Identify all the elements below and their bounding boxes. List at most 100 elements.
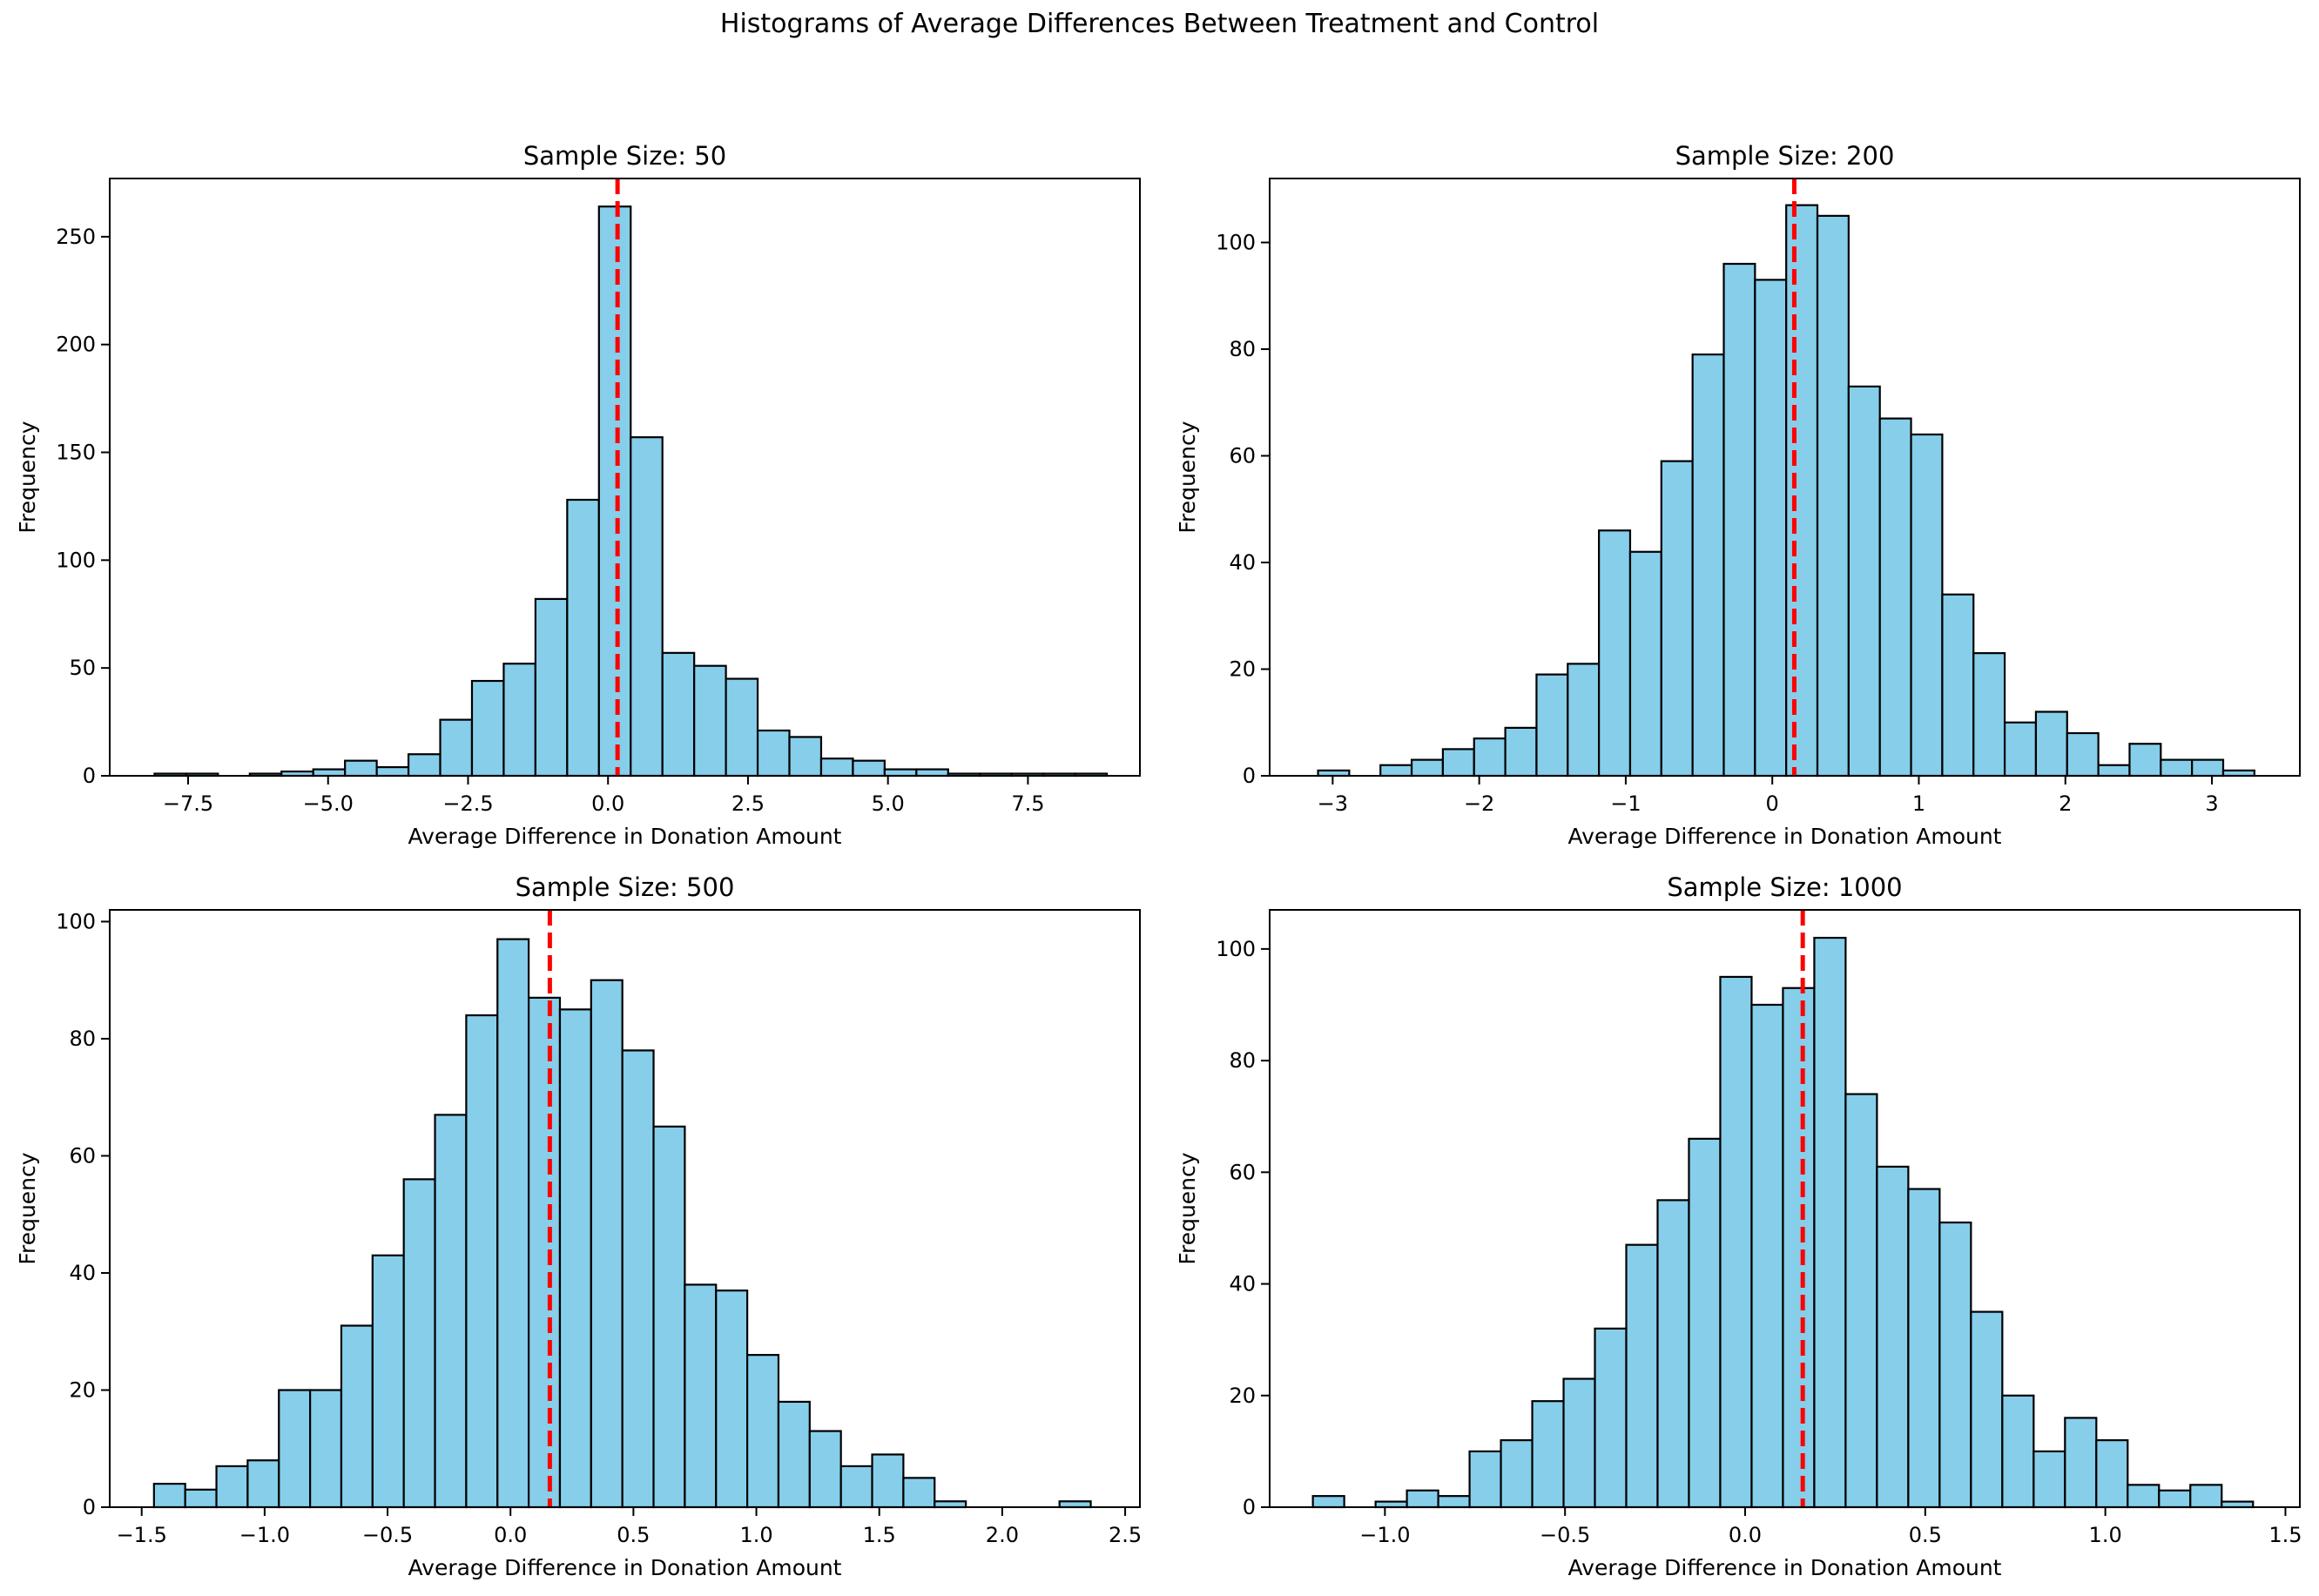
x-tick-label: 1.5 — [863, 1523, 896, 1547]
x-tick-label: −1.0 — [1359, 1523, 1410, 1547]
y-tick-label: 0 — [83, 1495, 96, 1519]
x-tick-label: −0.5 — [1540, 1523, 1590, 1547]
y-tick-label: 40 — [1229, 550, 1256, 575]
x-tick-label: 2.5 — [731, 791, 765, 816]
histogram-bar — [402, 1178, 436, 1509]
histogram-bar — [1594, 1327, 1628, 1509]
histogram-bar — [808, 1430, 842, 1509]
histogram-bar — [883, 768, 918, 778]
x-tick-label: 0 — [1766, 791, 1779, 816]
histogram-bar — [184, 1488, 218, 1509]
x-tick-label: −3 — [1318, 791, 1348, 816]
histogram-bar — [2032, 1450, 2066, 1509]
histogram-bar — [1876, 1165, 1910, 1509]
y-tick-label: 0 — [83, 764, 96, 788]
histogram-bar — [344, 759, 378, 778]
y-axis-label: Frequency — [1175, 1152, 1200, 1264]
histogram-bar — [534, 597, 569, 778]
histogram-bar — [502, 663, 536, 778]
histogram-bar — [278, 1389, 312, 1509]
histogram-bar — [777, 1400, 811, 1509]
histogram-bar — [2001, 1394, 2035, 1509]
y-tick-label: 20 — [1229, 1384, 1256, 1408]
panel-title: Sample Size: 50 — [523, 141, 726, 171]
x-tick-label: −2 — [1464, 791, 1494, 816]
panel-title: Sample Size: 1000 — [1667, 872, 1902, 902]
histogram-bar — [2191, 758, 2225, 778]
y-tick-label: 60 — [69, 1143, 96, 1168]
panel-title: Sample Size: 500 — [516, 872, 735, 902]
histogram-bar — [407, 753, 442, 778]
y-tick-label: 200 — [56, 333, 96, 357]
histogram-bar — [309, 1389, 343, 1509]
x-tick-label: 0.5 — [617, 1523, 650, 1547]
histogram-bar — [1785, 204, 1819, 778]
x-axis-label: Average Difference in Donation Amount — [408, 1555, 842, 1580]
histogram-panel-3: −1.5 −1.0 −0.5 0.0 0.5 1.0 1.5 2.0 2.5 0 20 40 60 80 1… — [15, 872, 1142, 1580]
x-tick-label: −5.0 — [303, 791, 354, 816]
y-axis-label: Frequency — [15, 421, 40, 533]
x-tick-label: 2 — [2059, 791, 2072, 816]
histogram-bar — [566, 498, 600, 778]
x-axis-label: Average Difference in Donation Amount — [1568, 824, 2002, 849]
axes-frame — [109, 178, 1141, 777]
x-tick-label: 0.0 — [1729, 1523, 1762, 1547]
x-tick-label: 2.0 — [986, 1523, 1019, 1547]
histogram-bar — [839, 1465, 873, 1509]
x-tick-label: 0.0 — [494, 1523, 527, 1547]
histogram-bar — [1504, 726, 1538, 778]
histogram-bar — [652, 1125, 686, 1509]
histogram-panel-2: −3 −2 −1 0 1 2 3 0 20 40 60 80 100 Sample Size: 200 Av… — [1175, 141, 2301, 849]
x-tick-label: −2.5 — [442, 791, 493, 816]
histogram-bar — [1562, 1377, 1596, 1509]
histogram-bar — [1719, 975, 1753, 1509]
x-tick-label: −0.5 — [362, 1523, 413, 1547]
histogram-bar — [2097, 764, 2131, 778]
histogram-bar — [2066, 731, 2100, 778]
y-tick-label: 0 — [1243, 1495, 1256, 1519]
histogram-bar — [1816, 214, 1850, 778]
x-tick-label: 7.5 — [1011, 791, 1044, 816]
histogram-bar — [2127, 1484, 2161, 1509]
histogram-bar — [1311, 1495, 1345, 1509]
histogram-bar — [1782, 987, 1816, 1509]
histogram-bar — [590, 979, 624, 1509]
y-tick-label: 80 — [1229, 1048, 1256, 1073]
x-axis-label: Average Difference in Donation Amount — [408, 824, 842, 849]
histogram-bar — [725, 677, 759, 778]
y-tick-label: 250 — [56, 225, 96, 249]
y-tick-label: 80 — [1229, 337, 1256, 361]
histogram-bar — [902, 1477, 936, 1509]
x-tick-label: 1.5 — [2268, 1523, 2302, 1547]
axes-frame — [1269, 909, 2301, 1508]
histogram-bar — [2128, 743, 2162, 778]
histogram-bar — [340, 1324, 374, 1509]
y-tick-label: 100 — [56, 909, 96, 933]
histogram-bar — [2034, 710, 2068, 778]
histogram-bar — [1468, 1450, 1502, 1509]
x-tick-label: 0.5 — [1909, 1523, 1942, 1547]
x-tick-label: −1.5 — [117, 1523, 167, 1547]
histogram-bar — [1500, 1438, 1534, 1509]
histogram-bar — [1847, 385, 1881, 778]
histogram-bar — [1567, 663, 1601, 778]
histogram-bar — [819, 758, 854, 778]
histogram-bar — [1910, 433, 1944, 778]
y-tick-label: 100 — [1216, 231, 1256, 255]
axes-frame — [1269, 178, 2301, 777]
histogram-bar — [312, 768, 347, 778]
y-axis-label: Frequency — [1175, 421, 1200, 533]
histogram-bar — [1628, 550, 1662, 778]
histogram-bar — [1379, 764, 1413, 778]
histogram-bar — [1970, 1310, 2004, 1509]
histogram-bar — [434, 1114, 468, 1509]
histogram-bar — [215, 1465, 249, 1509]
histogram-bar — [1972, 652, 2006, 778]
y-tick-label: 50 — [69, 656, 96, 680]
panel-title: Sample Size: 200 — [1675, 141, 1895, 171]
histogram-bar — [1410, 758, 1445, 778]
histogram-bar — [1406, 1489, 1439, 1509]
histogram-bar — [558, 1008, 592, 1509]
histogram-bar — [439, 718, 474, 778]
histogram-bar — [2003, 721, 2038, 778]
